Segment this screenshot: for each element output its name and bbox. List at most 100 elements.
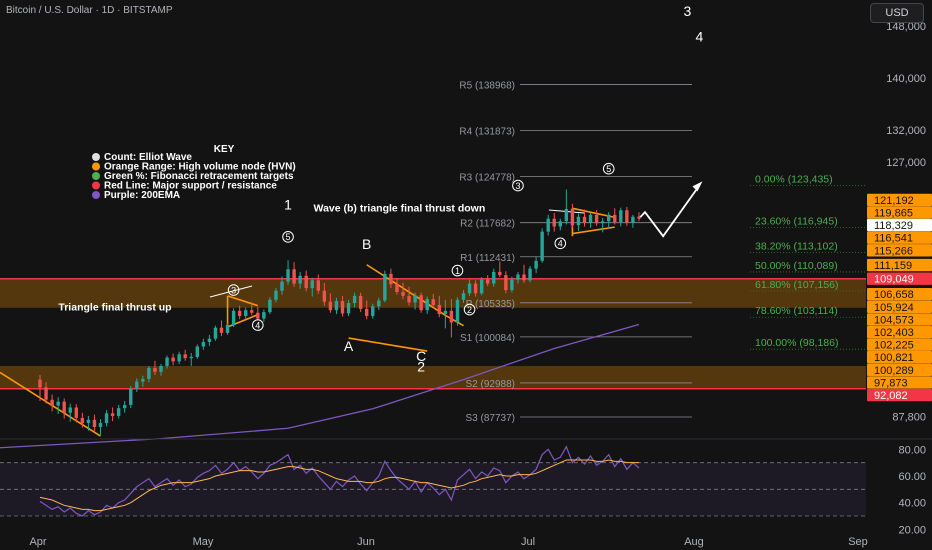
price-badge-label: 100,289 (874, 365, 914, 377)
wave-label: C (416, 348, 426, 364)
price-badge (867, 376, 932, 389)
candle-body (310, 280, 314, 289)
candle-body (479, 279, 484, 294)
price-badge (867, 351, 932, 364)
triangle-b-bottom (572, 226, 615, 235)
price-badge (867, 288, 932, 301)
candle-body (461, 293, 466, 300)
time-tick-label: Jun (357, 536, 375, 548)
price-badge (867, 363, 932, 377)
price-badge-label: 121,192 (874, 195, 914, 207)
rsi-line (39, 445, 640, 517)
wave-label: 3 (683, 3, 691, 19)
candle-body (389, 273, 393, 285)
price-tick-label: 148,000 (886, 21, 926, 33)
candle-body (104, 413, 109, 424)
candle-body (437, 304, 441, 315)
candle-body (607, 214, 611, 222)
candle-body (159, 365, 163, 372)
candle-body (570, 208, 575, 226)
candle-body (637, 216, 641, 219)
time-axis[interactable]: Apr May Jun Jul Aug Sep (29, 536, 867, 548)
candle-body (425, 299, 429, 311)
candle-body (346, 303, 351, 314)
projection-arrowhead (692, 181, 703, 192)
wave-label: 4 (696, 28, 704, 44)
pivot-label: S2 (92988) (466, 379, 515, 390)
pivot-label: R5 (138968) (459, 81, 515, 92)
candle-body (110, 413, 115, 416)
triangle-line (227, 295, 259, 307)
pivot-label: R3 (124778) (459, 173, 515, 184)
candle-body (498, 271, 502, 276)
key-item-label: Orange Range: High volume node (HVN) (104, 162, 296, 173)
candle-body (123, 404, 127, 409)
candle-body (377, 300, 381, 307)
rsi-tick-label: 60.00 (898, 471, 926, 483)
price-badge (867, 388, 932, 402)
wave-label: 1 (284, 196, 292, 212)
candle-body (74, 407, 78, 418)
price-badge (867, 258, 932, 272)
price-tick-label: 140,000 (886, 73, 926, 85)
pivot-label: R2 (117682) (460, 219, 515, 230)
fib-label: 61.80% (107,156) (755, 279, 838, 291)
candle-body (219, 327, 224, 333)
candle-body (328, 301, 333, 311)
candles-layer (38, 189, 641, 435)
annotation-text: Wave (b) triangle final thrust down (314, 203, 486, 215)
candle-body (492, 271, 496, 284)
key-dot (92, 191, 100, 199)
fib-label: 50.00% (110,089) (755, 260, 838, 272)
candle-body (62, 401, 66, 413)
key-dot (92, 162, 100, 171)
candle-body (455, 299, 460, 323)
pivot-label: S1 (100084) (460, 333, 515, 344)
price-badge (867, 272, 932, 285)
candle-body (153, 367, 157, 372)
hvn-zone (0, 365, 866, 389)
pivot-label: R4 (131873) (459, 127, 515, 138)
candle-body (564, 208, 569, 222)
wave-label: 4 (558, 239, 563, 249)
rsi-panel[interactable]: 80.00 60.00 40.00 20.00 (0, 438, 932, 536)
price-tick-label: 132,000 (886, 125, 926, 137)
time-tick-label: Aug (684, 536, 704, 548)
rsi-tick-label: 80.00 (898, 444, 926, 456)
wave-circle (554, 237, 567, 250)
wave-circle (251, 319, 264, 331)
candle-body (352, 295, 357, 304)
price-axis[interactable]: 148,000 140,000 132,000 127,000 87,800 121,19… (866, 0, 932, 550)
wave-circle (227, 284, 240, 296)
wave-c-channel-bottom (348, 337, 428, 352)
pivot-label: R1 (112431) (460, 253, 515, 264)
candle-body (552, 218, 556, 227)
annotation-text: Triangle final thrust up (58, 301, 171, 313)
candle-body (419, 295, 423, 311)
fib-label: 38.20% (113,102) (755, 240, 838, 252)
price-badge (867, 193, 932, 207)
time-tick-label: Jul (521, 536, 535, 548)
candle-body (195, 346, 199, 357)
candle-body (183, 354, 187, 359)
price-badge (867, 338, 932, 351)
wave-label: 4 (255, 320, 260, 330)
currency-button[interactable]: USD (870, 3, 924, 23)
rsi-tick-label: 40.00 (898, 498, 926, 510)
candle-body (407, 295, 411, 303)
candle-body (413, 295, 417, 303)
candle-body (594, 214, 599, 224)
candle-body (213, 327, 218, 339)
annotation-arrow (209, 285, 253, 298)
candle-body (558, 221, 562, 227)
wave-circle (512, 179, 524, 192)
price-badge-label: 97,873 (874, 377, 908, 389)
price-badge-label: 116,541 (874, 233, 913, 245)
price-badge-label: 111,159 (874, 260, 912, 272)
candle-body (401, 292, 405, 296)
wave-circle (463, 303, 476, 316)
rsi-tick-label: 20.00 (898, 524, 926, 536)
candle-body (358, 295, 363, 309)
price-badge (867, 313, 932, 326)
